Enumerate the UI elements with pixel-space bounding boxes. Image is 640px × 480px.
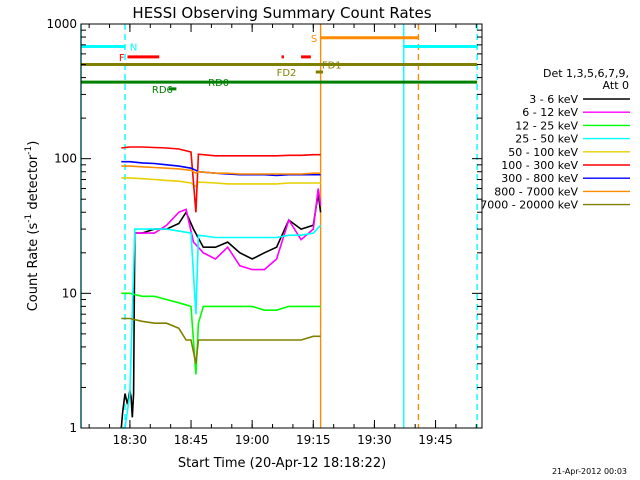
legend-entry-label-5: 100 - 300 keV bbox=[501, 159, 578, 172]
y-tick-label-1: 10 bbox=[62, 286, 77, 300]
legend-header-line1: Det 1,3,5,6,7,9, bbox=[543, 67, 629, 80]
series-line-1 bbox=[134, 188, 322, 271]
x-tick-label-1: 18:45 bbox=[174, 433, 209, 447]
series-line-4 bbox=[121, 177, 321, 188]
observing-flags: NF S FD1 FD2 RD0 RD6 bbox=[81, 34, 478, 96]
chart-title: HESSI Observing Summary Count Rates bbox=[132, 4, 431, 22]
y-tick-label-0: 1 bbox=[69, 421, 77, 435]
legend-entry-label-2: 12 - 25 keV bbox=[515, 119, 578, 132]
series-lines bbox=[120, 146, 322, 429]
y-axis-label-main: Count Rate (s bbox=[26, 223, 41, 312]
legend-header-line2: Att 0 bbox=[603, 79, 629, 92]
legend-entry-label-3: 25 - 50 keV bbox=[515, 133, 578, 146]
vertical-markers bbox=[80, 24, 478, 428]
legend-entry-label-0: 3 - 6 keV bbox=[529, 93, 578, 106]
y-axis-label-sup1: -1 bbox=[24, 214, 34, 223]
x-axis-label: Start Time (20-Apr-12 18:18:22) bbox=[178, 456, 386, 471]
x-tick-label-4: 19:30 bbox=[357, 433, 392, 447]
flag-label-f: F bbox=[119, 53, 125, 64]
flag-label-rd0: RD0 bbox=[208, 78, 229, 89]
legend-entry-label-7: 800 - 7000 keV bbox=[494, 185, 578, 198]
flag-label-n: N bbox=[130, 43, 137, 54]
legend-entry-label-1: 6 - 12 keV bbox=[522, 106, 578, 119]
series-line-5 bbox=[121, 146, 321, 213]
flag-label-rd6: RD6 bbox=[152, 85, 173, 96]
y-tick-label-2: 100 bbox=[54, 152, 77, 166]
series-line-8 bbox=[121, 317, 321, 364]
legend-entry-label-8: 7000 - 20000 keV bbox=[480, 199, 578, 212]
x-tick-label-3: 19:15 bbox=[296, 433, 331, 447]
x-tick-label-5: 19:45 bbox=[418, 433, 453, 447]
series-line-7 bbox=[121, 165, 321, 175]
legend-entry-label-4: 50 - 100 keV bbox=[508, 146, 578, 159]
flag-label-s: S bbox=[311, 34, 317, 45]
plot-frame bbox=[80, 23, 483, 429]
y-axis-label-end: ) bbox=[26, 141, 41, 146]
x-tick-label-2: 19:00 bbox=[235, 433, 270, 447]
legend-entry-label-6: 300 - 800 keV bbox=[501, 172, 578, 185]
series-line-3 bbox=[121, 224, 322, 429]
x-tick-label-0: 18:30 bbox=[113, 433, 148, 447]
y-axis-label-mid: detector bbox=[26, 154, 41, 214]
y-axis-label: Count Rate (s-1 detector-1) bbox=[24, 141, 41, 312]
series-line-2 bbox=[121, 292, 321, 375]
generation-timestamp: 21-Apr-2012 00:03 bbox=[552, 467, 627, 476]
y-tick-label-3: 1000 bbox=[46, 17, 77, 31]
flag-label-fd1: FD1 bbox=[322, 61, 342, 72]
y-axis-label-sup2: -1 bbox=[24, 146, 34, 155]
axes: 18:30 18:45 19:00 19:15 19:30 19:45 1 10 100 1000 bbox=[46, 17, 482, 447]
flag-label-fd2: FD2 bbox=[277, 68, 297, 79]
